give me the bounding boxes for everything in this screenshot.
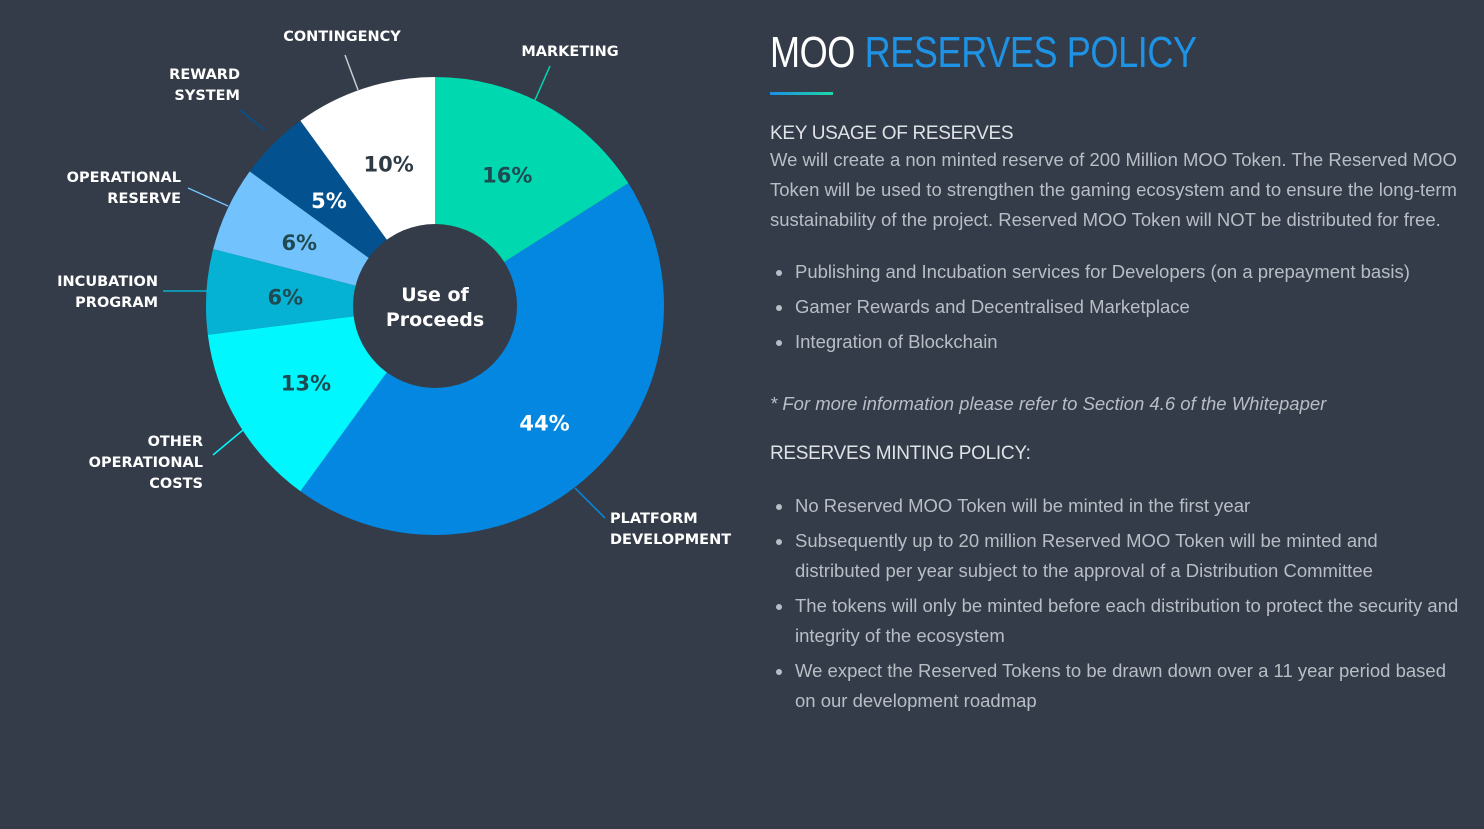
category-label: OPERATIONAL	[67, 170, 181, 186]
category-label: DEVELOPMENT	[610, 532, 731, 548]
slice-value-label: 10%	[364, 152, 414, 176]
leader-line	[574, 487, 606, 519]
slice-value-label: 6%	[267, 286, 303, 310]
leader-line	[344, 54, 359, 91]
slice-value-label: 5%	[311, 189, 347, 213]
leader-line	[187, 187, 229, 207]
slice-incubation-program	[206, 249, 435, 335]
center-label-line-1: Use of	[401, 284, 469, 306]
category-label: OTHER	[148, 434, 203, 450]
title-underline	[770, 92, 833, 95]
key-usage-list: Publishing and Incubation services for D…	[770, 257, 1460, 357]
list-item: Subsequently up to 20 million Reserved M…	[770, 526, 1460, 586]
slice-value-label: 44%	[519, 412, 569, 436]
category-label: COSTS	[149, 476, 203, 492]
category-label: SYSTEM	[174, 88, 240, 104]
slice-value-label: 6%	[281, 231, 317, 255]
key-usage-heading: KEY USAGE OF RESERVES	[770, 123, 1014, 144]
title-moo: MOO	[770, 28, 855, 77]
category-label: REWARD	[169, 67, 240, 83]
leader-line	[534, 65, 551, 101]
category-label: INCUBATION	[57, 274, 158, 290]
whitepaper-note: * For more information please refer to S…	[770, 393, 1327, 414]
category-label: MARKETING	[521, 44, 618, 60]
title-reserves-policy: RESERVES POLICY	[864, 28, 1197, 77]
use-of-proceeds-donut-chart: 16% 44% 13% 6% 6% 5% 10% MARKETING PLATFORM DEVE…	[57, 29, 731, 548]
leader-line	[239, 109, 266, 131]
list-item: Integration of Blockchain	[770, 327, 1460, 357]
leader-line	[212, 429, 244, 456]
list-item: We expect the Reserved Tokens to be draw…	[770, 656, 1460, 716]
list-item: Gamer Rewards and Decentralised Marketpl…	[770, 292, 1460, 322]
list-item: The tokens will only be minted before ea…	[770, 591, 1460, 651]
slice-value-label: 16%	[482, 164, 532, 188]
list-item: Publishing and Incubation services for D…	[770, 257, 1460, 287]
center-label-line-2: Proceeds	[386, 309, 484, 331]
key-usage-text: We will create a non minted reserve of 2…	[770, 149, 1457, 230]
list-item: No Reserved MOO Token will be minted in …	[770, 491, 1460, 521]
donut-hole	[353, 224, 517, 388]
category-label: OPERATIONAL	[89, 455, 203, 471]
reserves-policy-panel: MOO RESERVES POLICY KEY USAGE OF RESERVE…	[770, 28, 1460, 721]
category-label: PLATFORM	[610, 511, 698, 527]
category-label: CONTINGENCY	[283, 29, 401, 45]
category-label: PROGRAM	[75, 295, 158, 311]
minting-policy-list: No Reserved MOO Token will be minted in …	[770, 491, 1460, 716]
category-label: RESERVE	[107, 191, 181, 207]
slice-value-label: 13%	[281, 371, 331, 395]
minting-policy-heading: RESERVES MINTING POLICY:	[770, 443, 1031, 464]
page-title: MOO RESERVES POLICY	[770, 28, 1336, 78]
